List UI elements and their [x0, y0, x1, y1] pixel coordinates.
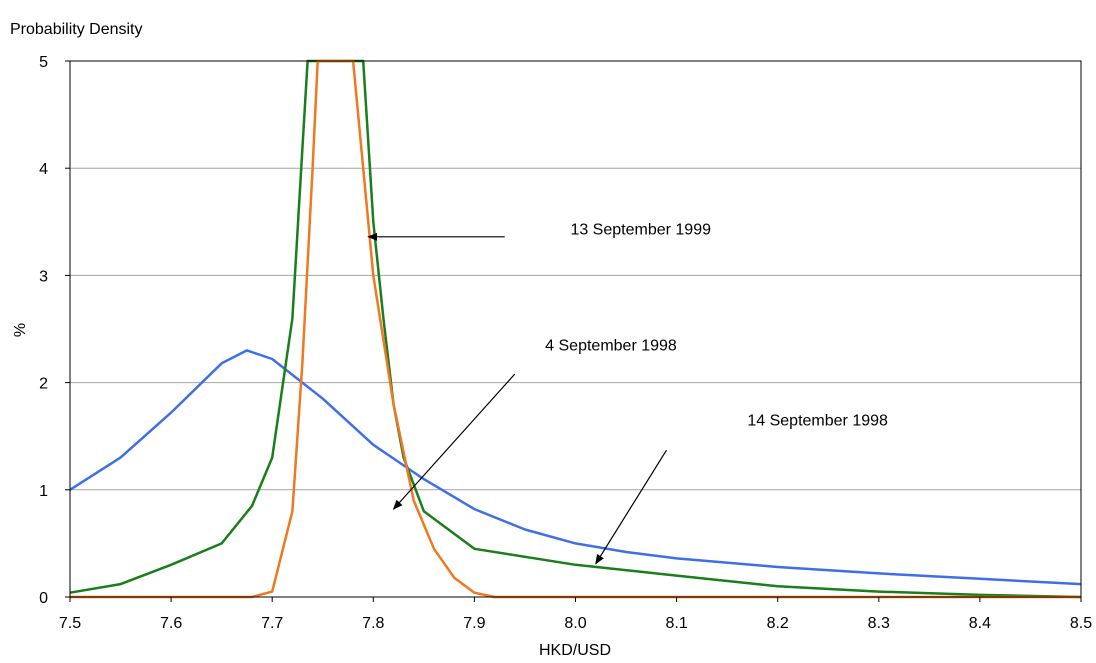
y-tick-label: 0 — [39, 590, 48, 607]
annotation-arrow-14-september-1998 — [595, 449, 667, 565]
x-tick-label: 8.1 — [665, 615, 687, 632]
x-tick-label: 7.5 — [59, 615, 81, 632]
x-tick-label: 8.2 — [767, 615, 789, 632]
x-tick-label: 8.5 — [1070, 615, 1092, 632]
x-tick-label: 8.0 — [564, 615, 586, 632]
y-tick-label: 2 — [39, 376, 48, 393]
annotations: 13 September 1999 4 September 1998 14 Sept… — [367, 222, 888, 565]
annotation-arrow-4-september-1998 — [392, 373, 516, 510]
axis-ticks: 0 1 2 3 4 5 7.5 7.6 7.7 7.8 7.9 8.0 8.1 8.2 8.3 8.4 8.5 — [39, 54, 1092, 632]
y-tick-label: 5 — [39, 54, 48, 71]
series-line-4-september-1998 — [69, 349, 1082, 586]
y-axis-top-label: Probability Density — [10, 21, 143, 38]
plot-area-frame — [69, 60, 1082, 598]
y-tick-label: 1 — [39, 483, 48, 500]
y-axis-label: % — [12, 323, 29, 337]
y-tick-label: 4 — [39, 161, 48, 178]
y-tick-label: 3 — [39, 268, 48, 285]
annotation-label-13-september-1999: 13 September 1999 — [570, 222, 711, 239]
annotation-label-14-september-1998: 14 September 1998 — [747, 412, 888, 429]
series-lines — [69, 59, 1082, 599]
x-tick-label: 7.8 — [362, 615, 384, 632]
series-line-13-september-1999 — [70, 59, 1081, 599]
x-tick-label: 7.6 — [160, 615, 182, 632]
x-tick-label: 8.3 — [868, 615, 890, 632]
annotation-label-4-september-1998: 4 September 1998 — [545, 337, 677, 354]
x-tick-label: 7.7 — [261, 615, 283, 632]
series-line-14-september-1998 — [69, 59, 1082, 599]
x-axis-label: HKD/USD — [539, 642, 611, 659]
grid-lines — [70, 167, 1081, 491]
x-tick-label: 8.4 — [969, 615, 991, 632]
x-tick-label: 7.9 — [463, 615, 485, 632]
